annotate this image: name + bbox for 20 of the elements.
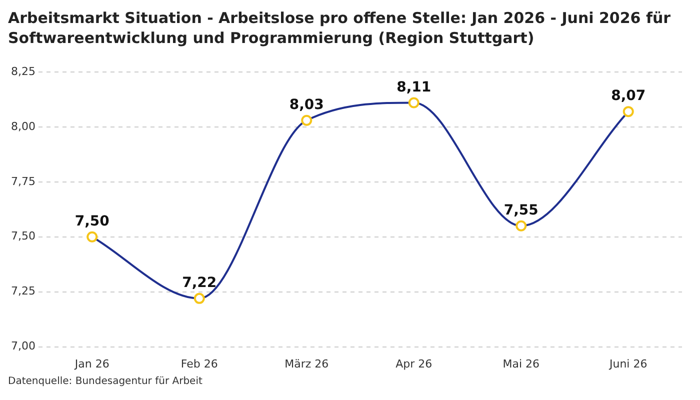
data-label: 8,03 [289,97,324,114]
data-label: 7,50 [74,214,110,230]
x-tick-label: Feb 26 [180,357,218,370]
data-label: 8,11 [396,79,432,96]
y-tick-label: 7,00 [10,340,36,353]
y-tick-label: 7,75 [10,174,36,188]
data-label: 7,55 [504,202,538,219]
y-tick-label: 8,25 [10,64,36,78]
x-tick-label: Mai 26 [502,357,540,370]
chart-title: Arbeitsmarkt Situation - Arbeitslose pro offene Stelle: Jan 2026 - Juni 2026 für Softwareentwicklung und Programmierung (Region Stuttgart) [8,8,672,48]
x-tick-label: Jan 26 [74,357,110,370]
text: Datenquelle: Bundesagentur für Arbeit [8,376,204,387]
x-tick-label: Apr 26 [396,357,432,370]
x-tick-label: März 26 [284,357,329,370]
x-tick-label: Juni 26 [608,357,648,370]
data-label: 7,22 [182,275,217,292]
data-label: 8,07 [611,88,646,104]
y-tick-label: 7,50 [10,230,36,243]
y-tick-label: 7,25 [10,284,36,298]
y-tick-label: 8,00 [10,120,36,133]
